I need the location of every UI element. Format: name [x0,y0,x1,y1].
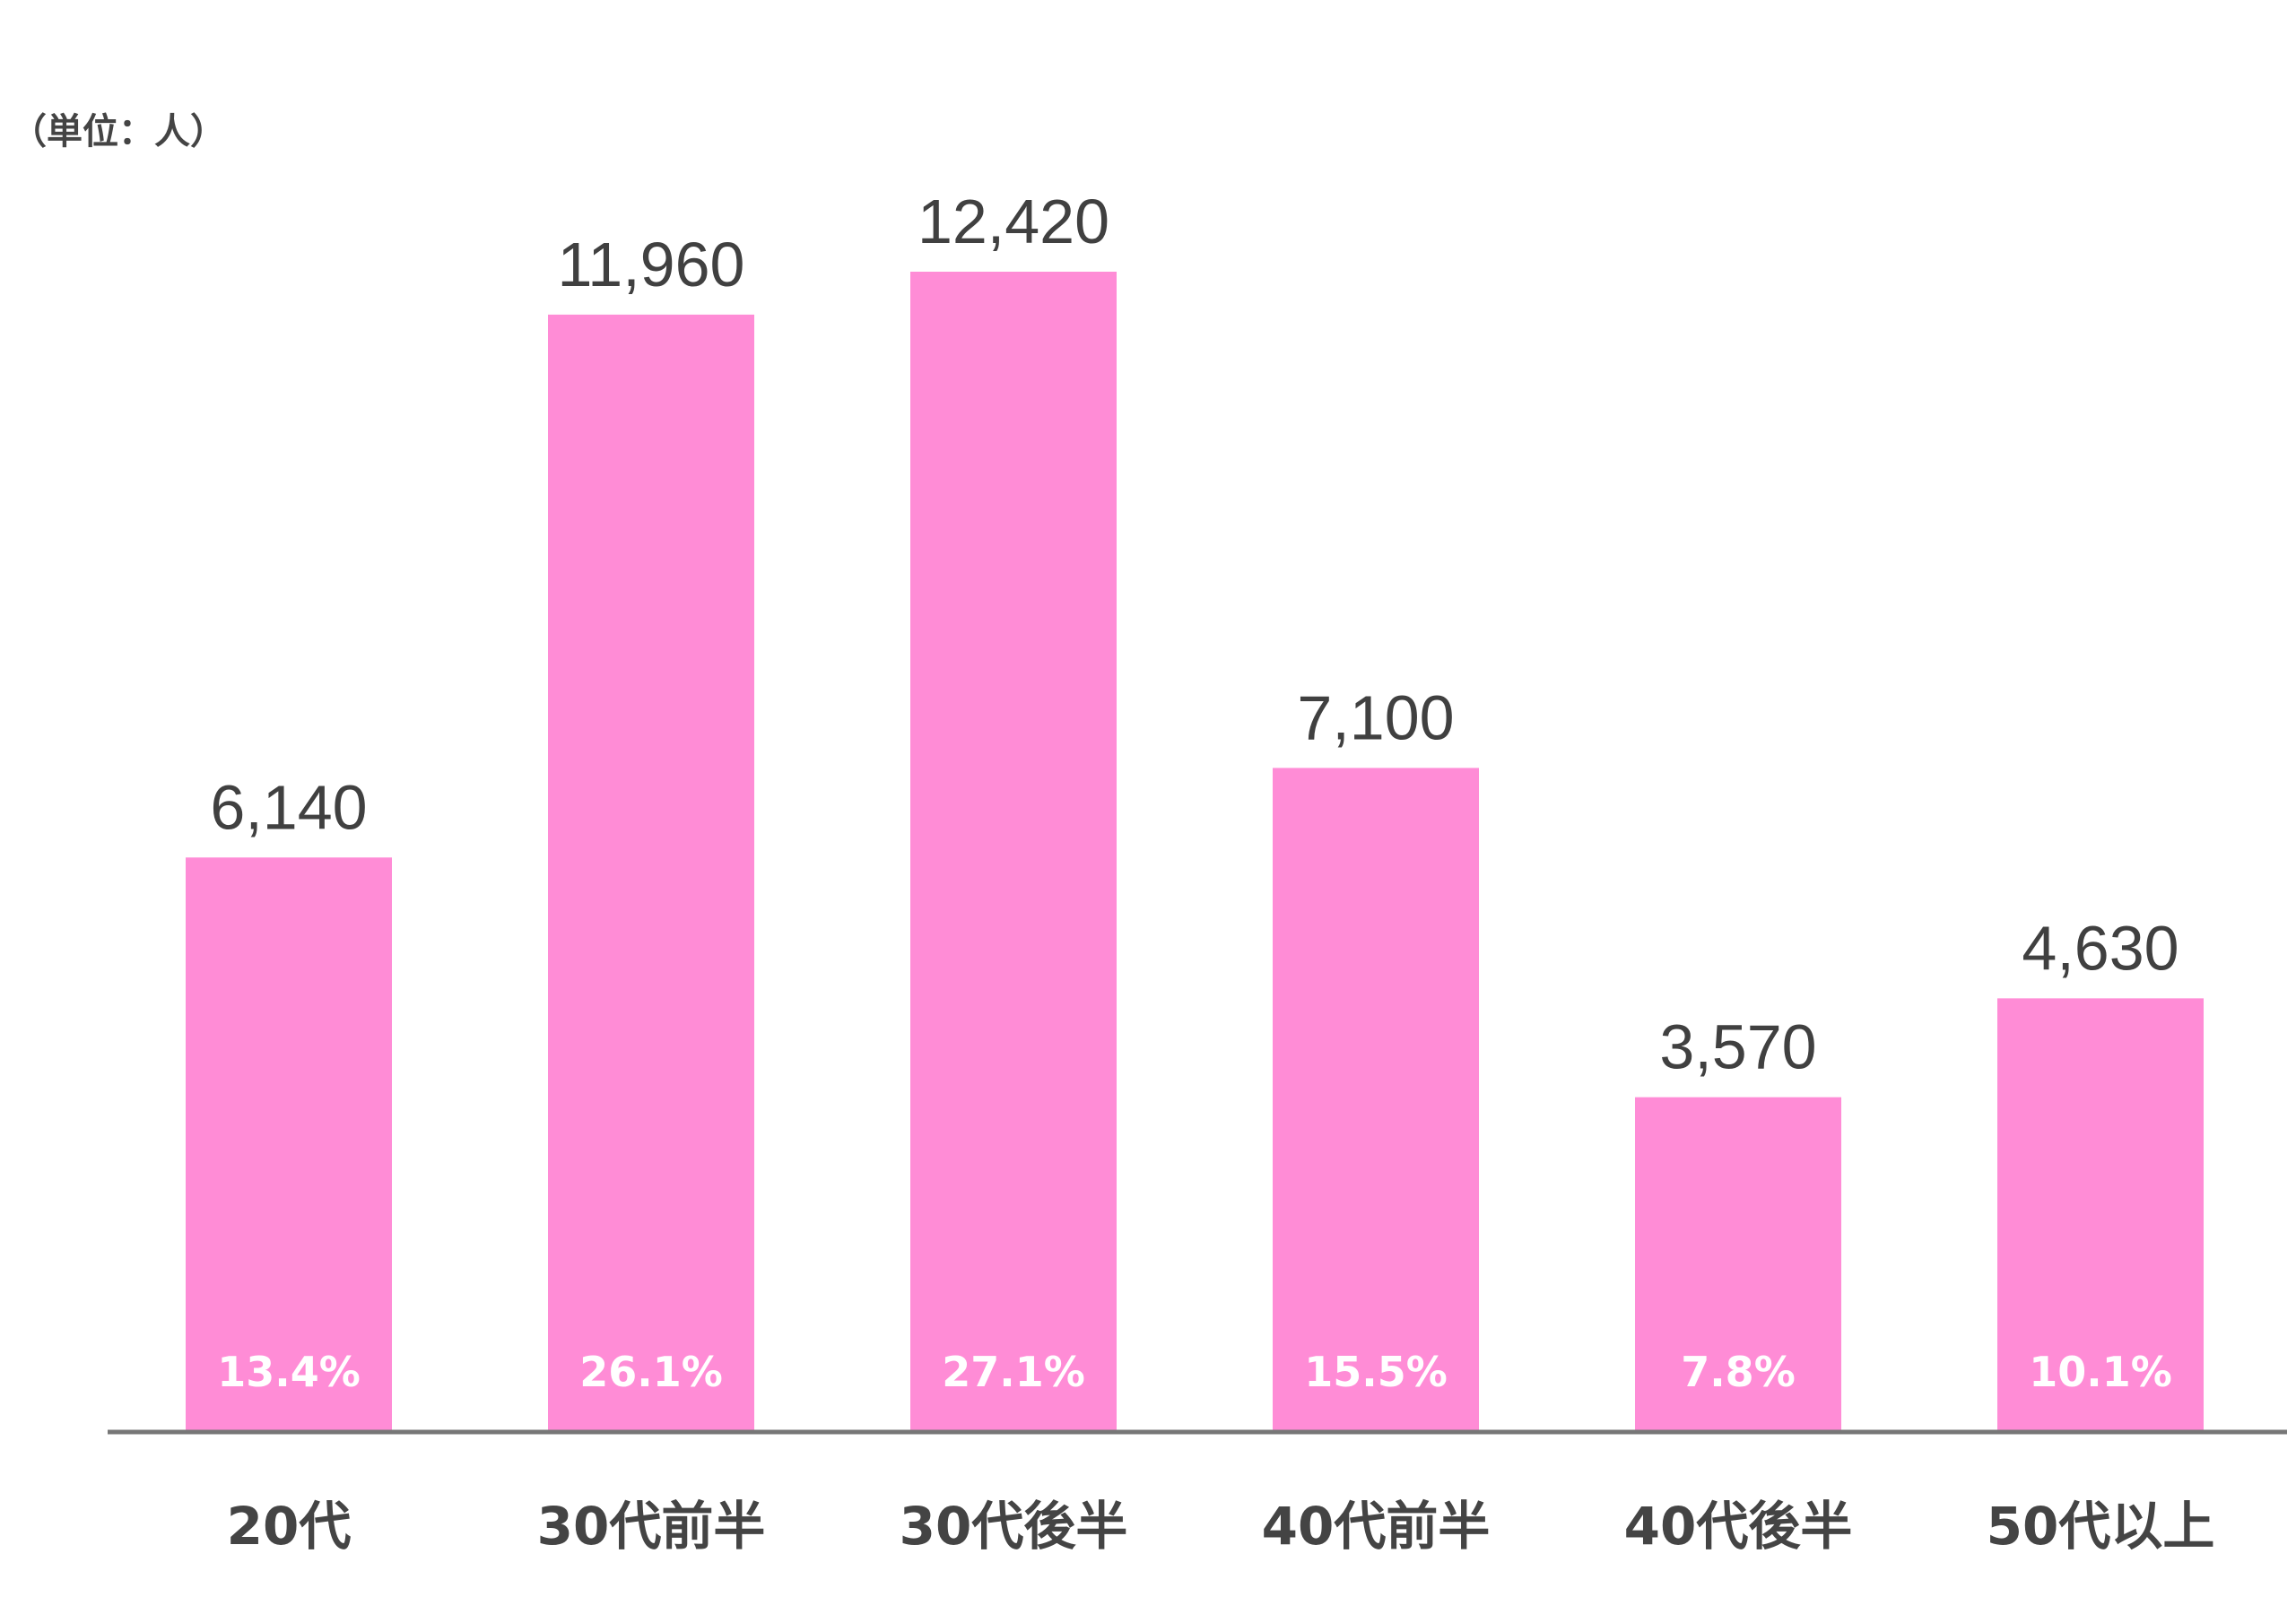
percentage-label-1: 13.4% [217,1348,361,1396]
percentage-label-3: 27.1% [942,1348,1085,1396]
category-label-3: 30代後半 [900,1496,1128,1557]
value-label-2: 11,960 [558,230,745,299]
percentage-label-2: 26.1% [579,1348,723,1396]
unit-label: （単位：人） [11,111,226,152]
percentage-label-5: 7.8% [1681,1348,1796,1396]
category-label-1: 20代 [227,1496,352,1557]
value-label-1: 6,140 [210,772,367,842]
bar-5 [1635,1097,1841,1430]
category-label-2: 30代前半 [537,1496,766,1557]
bar-4 [1273,768,1479,1430]
value-label-4: 7,100 [1297,682,1454,752]
value-labels-group: 6,140 11,960 12,420 7,100 3,570 4,630 [210,187,2179,1082]
bar-6 [1997,998,2204,1430]
value-label-5: 3,570 [1659,1012,1816,1082]
category-labels-group: 20代 30代前半 30代後半 40代前半 40代後半 50代以上 [227,1496,2215,1557]
bar-3 [910,272,1117,1430]
value-label-3: 12,420 [918,187,1109,256]
category-label-5: 40代後半 [1624,1496,1853,1557]
category-label-6: 50代以上 [1987,1496,2215,1557]
bars-group [186,272,2204,1431]
category-label-4: 40代前半 [1262,1496,1491,1557]
value-label-6: 4,630 [2022,913,2179,983]
percentage-labels-group: 13.4% 26.1% 27.1% 15.5% 7.8% 10.1% [217,1348,2172,1396]
percentage-label-4: 15.5% [1304,1348,1448,1396]
bar-2 [548,314,754,1431]
bar-1 [186,857,392,1430]
percentage-label-6: 10.1% [2029,1348,2172,1396]
